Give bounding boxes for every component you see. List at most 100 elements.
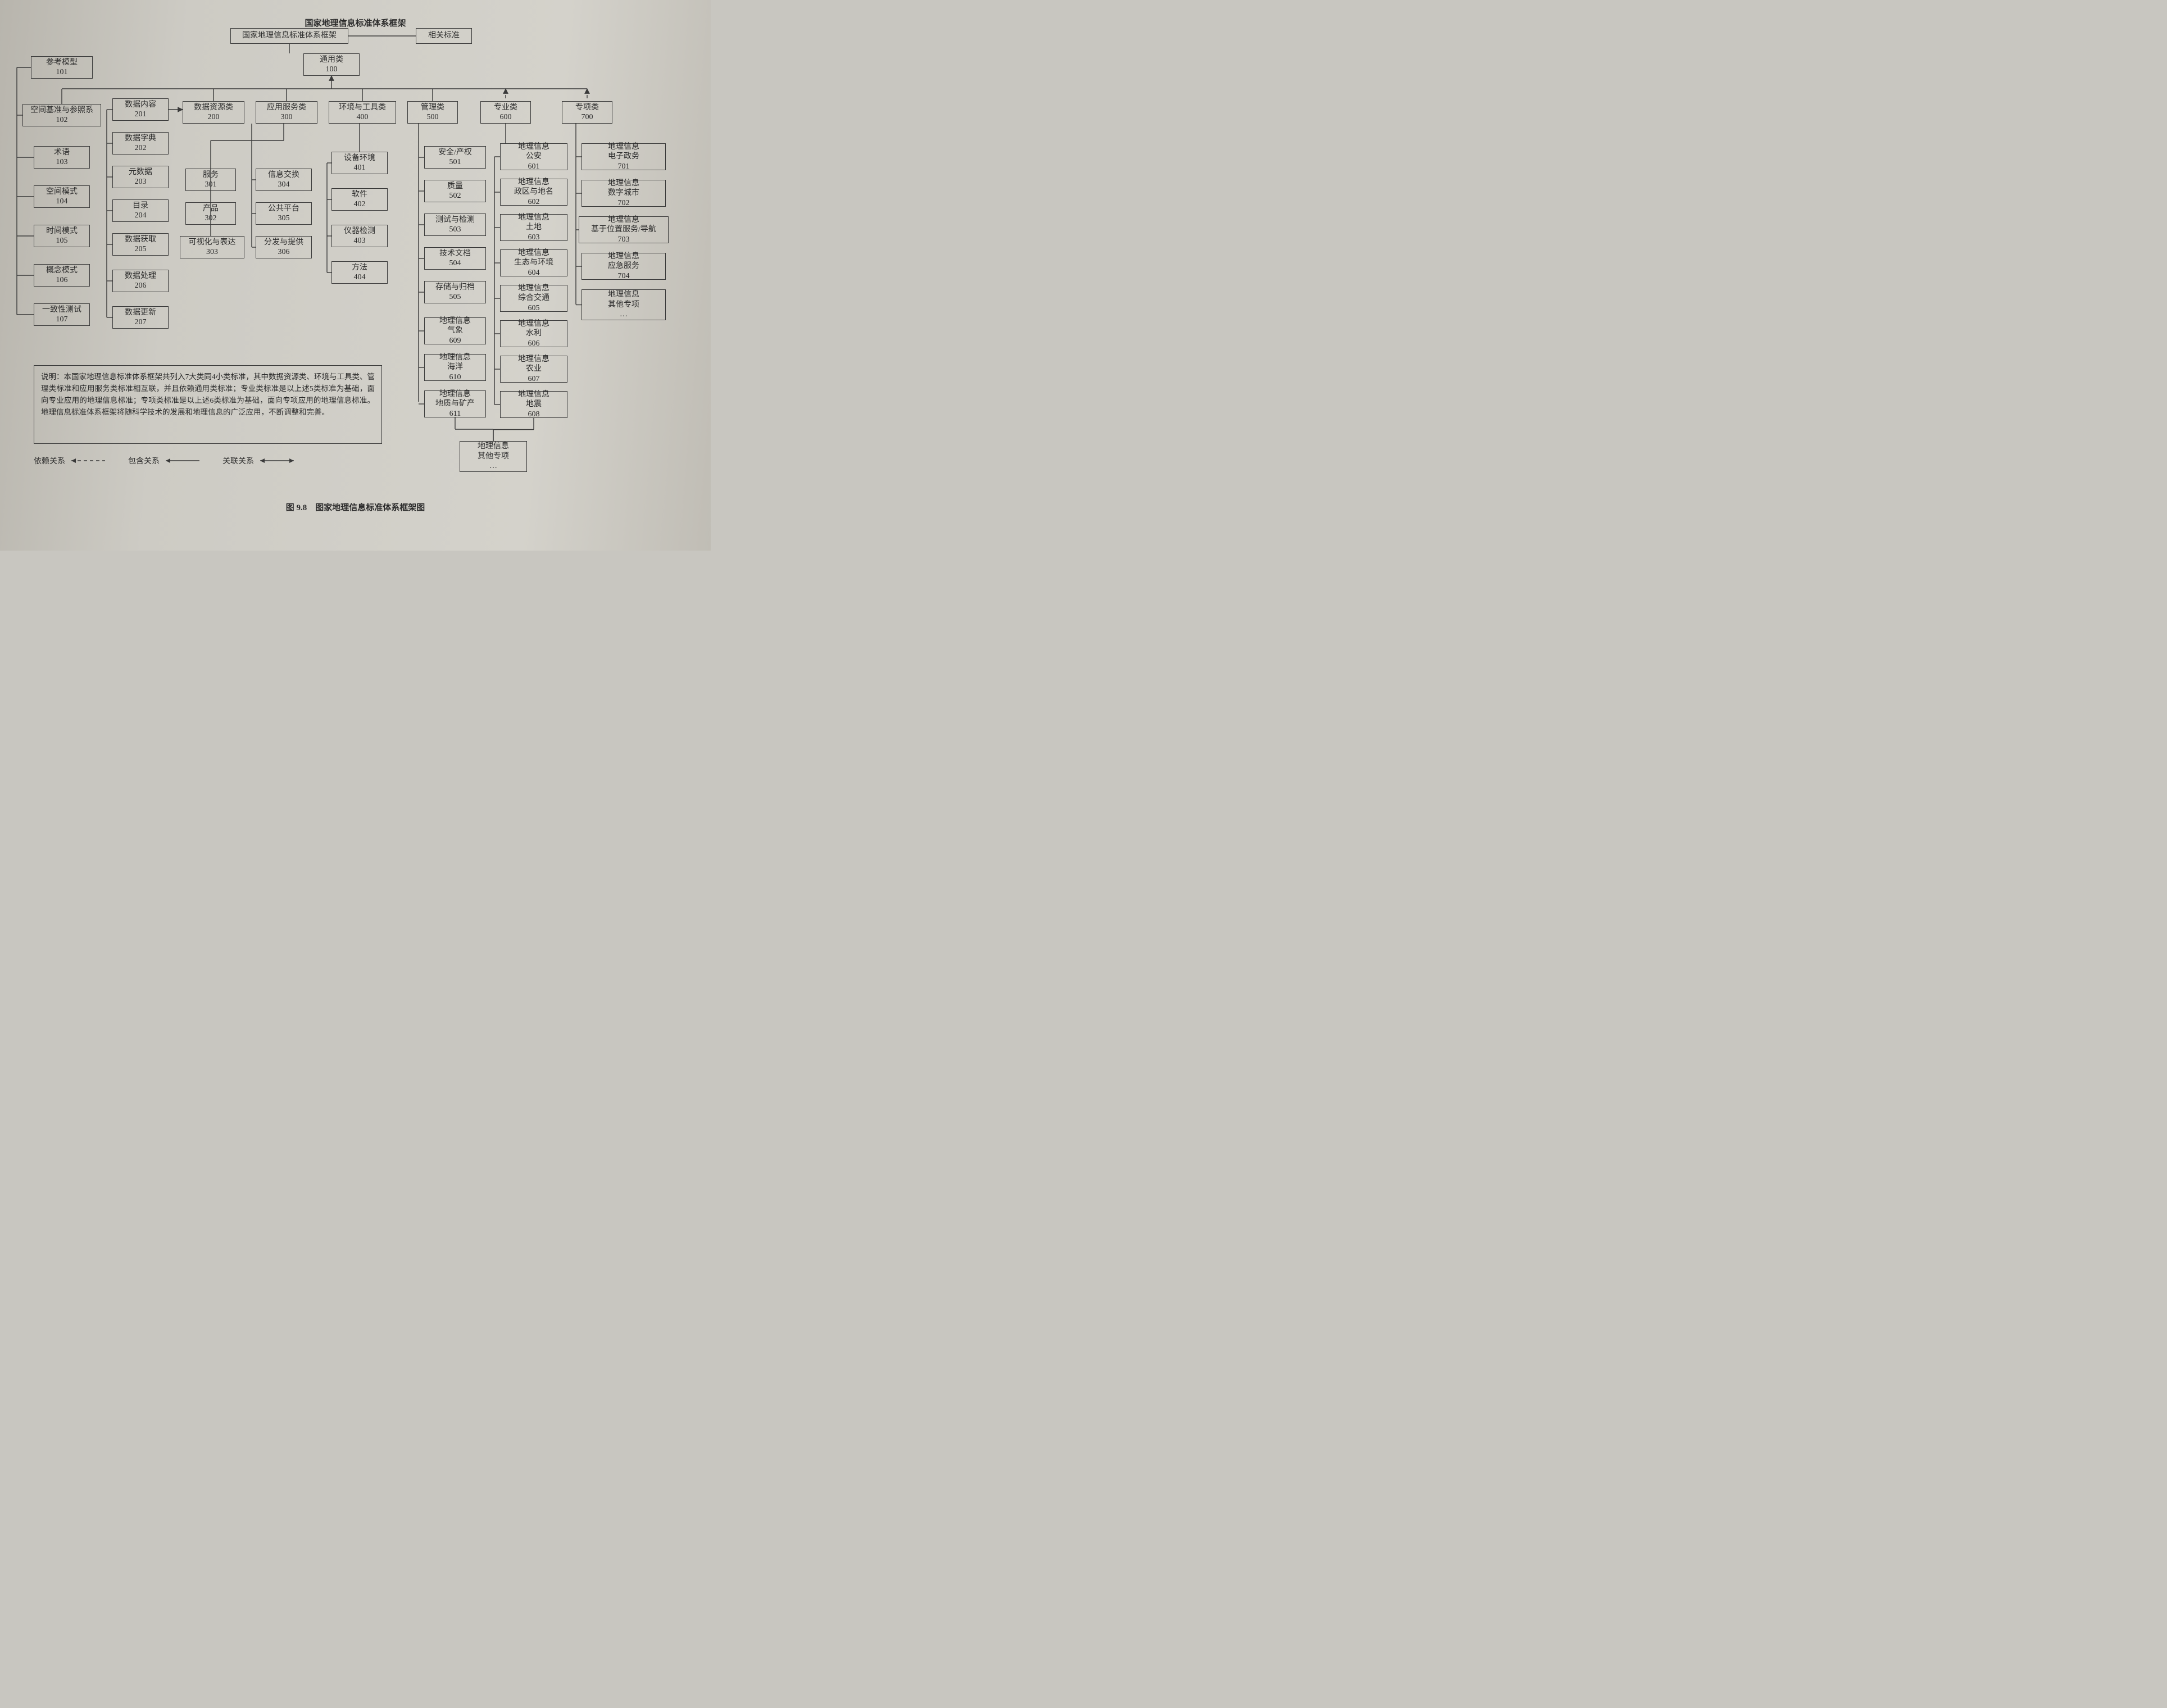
node-code: 304 <box>278 180 290 190</box>
node-code: 701 <box>618 162 630 172</box>
node-code: 403 <box>354 236 366 246</box>
node-z704: 地理信息 应急服务704 <box>581 253 666 280</box>
node-code: 306 <box>278 247 290 257</box>
node-p607: 地理信息 农业607 <box>500 356 567 383</box>
node-code: 604 <box>528 268 540 278</box>
node-label: 方法 <box>352 263 367 273</box>
node-label: 时间模式 <box>46 226 78 237</box>
node-label: 管理类 <box>421 103 444 113</box>
node-label: 地理信息 土地 <box>518 213 549 233</box>
node-s305: 公共平台305 <box>256 202 312 225</box>
legend: 依赖关系包含关系关联关系 <box>34 455 317 466</box>
node-s303: 可视化与表达303 <box>180 236 244 258</box>
node-p602: 地理信息 政区与地名602 <box>500 179 567 206</box>
node-m501: 安全/产权501 <box>424 146 486 169</box>
node-p601: 地理信息 公安601 <box>500 143 567 170</box>
node-code: 303 <box>206 247 218 257</box>
node-code: 400 <box>357 112 369 122</box>
node-label: 元数据 <box>129 167 152 178</box>
node-d205: 数据获取205 <box>112 233 169 256</box>
node-code: 201 <box>135 110 147 120</box>
node-d201: 数据内容201 <box>112 98 169 121</box>
node-label: 地理信息 数字城市 <box>608 179 639 198</box>
node-code: 600 <box>500 112 512 122</box>
node-label: 地理信息 政区与地名 <box>514 178 553 197</box>
node-label: 数据字典 <box>125 134 156 144</box>
node-code: 102 <box>56 115 68 125</box>
node-ref103: 术语103 <box>34 146 90 169</box>
node-label: 地理信息 其他专项 … <box>478 442 509 471</box>
node-code: 203 <box>135 177 147 187</box>
node-code: 603 <box>528 233 540 243</box>
node-cat600: 专业类600 <box>480 101 531 124</box>
node-cat100: 通用类100 <box>303 53 360 76</box>
node-code: 700 <box>581 112 593 122</box>
node-label: 地理信息 公安 <box>518 142 549 162</box>
node-label: 地理信息 水利 <box>518 319 549 339</box>
node-z703: 地理信息 基于位置服务/导航703 <box>579 216 669 243</box>
node-e404: 方法404 <box>331 261 388 284</box>
node-label: 安全/产权 <box>438 148 472 158</box>
node-label: 地理信息 地质与矿产 <box>435 389 475 409</box>
node-code: 300 <box>281 112 293 122</box>
node-ref105: 时间模式105 <box>34 225 90 247</box>
node-code: 608 <box>528 410 540 420</box>
node-code: 105 <box>56 236 68 246</box>
node-code: 607 <box>528 374 540 384</box>
node-z701: 地理信息 电子政务701 <box>581 143 666 170</box>
note-text: 说明：本国家地理信息标准体系框架共列入7大类同4小类标准，其中数据资源类、环境与… <box>41 373 375 416</box>
node-code: 504 <box>449 258 461 269</box>
node-label: 概念模式 <box>46 266 78 276</box>
node-code: 601 <box>528 162 540 172</box>
node-d206: 数据处理206 <box>112 270 169 292</box>
node-code: 401 <box>354 163 366 173</box>
figure-caption: 图 9.8 图家地理信息标准体系框架图 <box>0 501 711 513</box>
node-code: 610 <box>449 373 461 383</box>
node-code: 103 <box>56 157 68 167</box>
node-ref102: 空间基准与参照系102 <box>22 104 101 126</box>
node-label: 地理信息 气象 <box>439 316 471 336</box>
node-label: 目录 <box>133 201 148 211</box>
node-code: 500 <box>427 112 439 122</box>
node-d202: 数据字典202 <box>112 132 169 155</box>
node-label: 空间基准与参照系 <box>30 106 93 116</box>
node-label: 服务 <box>203 170 219 180</box>
node-code: 206 <box>135 281 147 291</box>
node-code: 302 <box>205 214 217 224</box>
node-m505: 存储与归档505 <box>424 281 486 303</box>
node-code: 104 <box>56 197 68 207</box>
node-ref107: 一致性测试107 <box>34 303 90 326</box>
node-label: 通用类 <box>320 55 343 65</box>
node-label: 专业类 <box>494 103 517 113</box>
node-m611: 地理信息 地质与矿产611 <box>424 390 486 417</box>
node-code: 605 <box>528 303 540 314</box>
node-m610: 地理信息 海洋610 <box>424 354 486 381</box>
node-s306: 分发与提供306 <box>256 236 312 258</box>
node-label: 应用服务类 <box>267 103 306 113</box>
node-label: 设备环境 <box>344 153 375 163</box>
node-label: 地理信息 海洋 <box>439 353 471 373</box>
node-label: 公共平台 <box>268 204 299 214</box>
legend-item: 包含关系 <box>128 455 206 466</box>
node-label: 地理信息 农业 <box>518 355 549 374</box>
node-p603: 地理信息 土地603 <box>500 214 567 241</box>
node-code: 703 <box>618 235 630 245</box>
node-cat200: 数据资源类200 <box>183 101 244 124</box>
legend-label: 包含关系 <box>128 455 160 466</box>
node-code: 107 <box>56 315 68 325</box>
node-label: 一致性测试 <box>42 305 81 315</box>
node-code: 602 <box>528 197 540 207</box>
node-label: 软件 <box>352 190 367 200</box>
node-code: 702 <box>618 198 630 208</box>
node-m503: 测试与检测503 <box>424 214 486 236</box>
node-e402: 软件402 <box>331 188 388 211</box>
node-label: 分发与提供 <box>264 238 303 248</box>
node-code: 611 <box>449 409 461 419</box>
node-label: 数据获取 <box>125 235 156 245</box>
legend-item: 依赖关系 <box>34 455 111 466</box>
node-code: 204 <box>135 211 147 221</box>
node-label: 地理信息 生态与环境 <box>514 248 553 268</box>
node-s302: 产品302 <box>185 202 236 225</box>
node-code: 501 <box>449 157 461 167</box>
node-label: 质量 <box>447 181 463 192</box>
